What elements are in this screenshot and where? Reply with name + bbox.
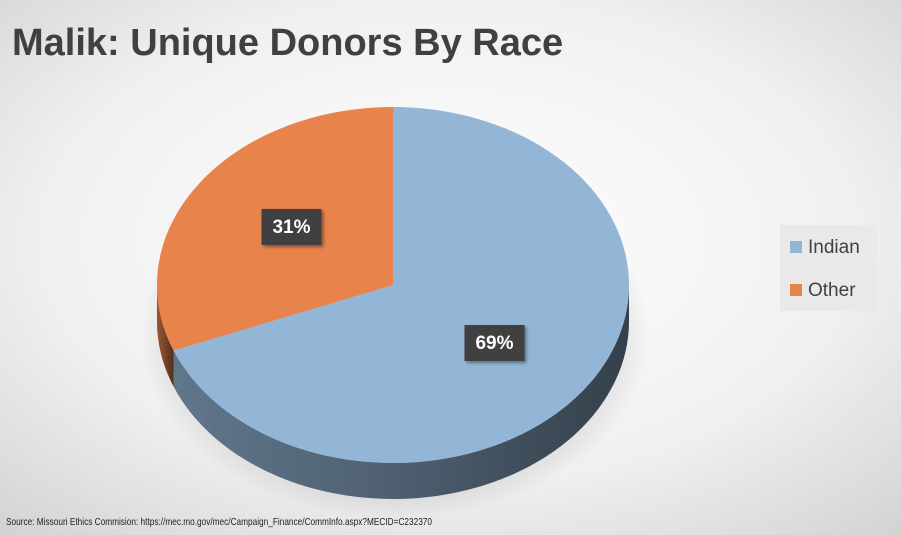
legend-label: Other: [808, 280, 856, 301]
data-label-box: [261, 208, 322, 245]
slice-side-shade: [173, 285, 629, 500]
slice: [173, 107, 629, 463]
data-label: 69%: [475, 333, 513, 354]
legend-label: Indian: [808, 237, 860, 258]
source-note: Source: Missouri Ethics Commision: https…: [6, 516, 432, 528]
legend-swatch: [790, 284, 802, 296]
data-label-box: [464, 325, 525, 362]
data-label: 31%: [272, 217, 310, 238]
slice-side-shade: [157, 285, 174, 387]
legend: Indian Other: [790, 237, 860, 301]
legend-swatch: [790, 241, 802, 253]
legend-box: [780, 225, 877, 311]
pie: 69% 31%: [156, 107, 629, 500]
chart-title: Malik: Unique Donors By Race: [12, 22, 563, 64]
